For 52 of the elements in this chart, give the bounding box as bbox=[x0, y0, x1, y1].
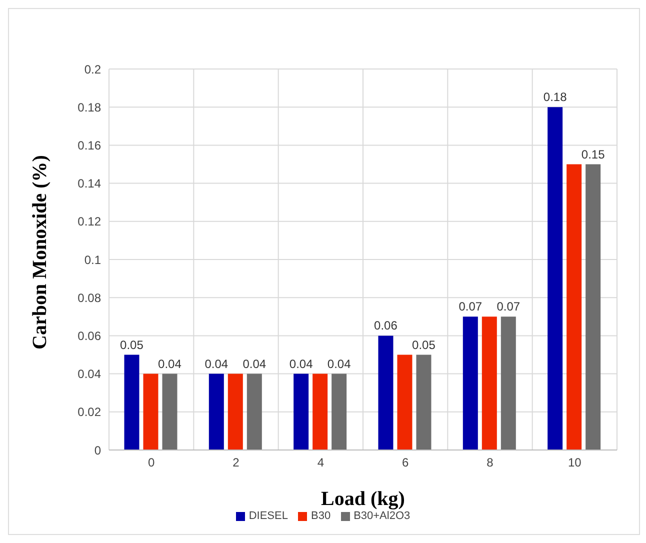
bar bbox=[462, 316, 478, 450]
data-label: 0.07 bbox=[496, 300, 520, 314]
data-label: 0.18 bbox=[543, 90, 568, 104]
x-tick-label: 0 bbox=[148, 456, 155, 470]
bar bbox=[500, 316, 516, 450]
data-label: 0.04 bbox=[327, 356, 352, 371]
x-tick-label: 4 bbox=[317, 456, 324, 470]
bar bbox=[586, 164, 601, 450]
bar bbox=[397, 354, 412, 450]
y-tick-label: 0.18 bbox=[78, 100, 102, 114]
y-axis-title: Carbon Monoxide (%) bbox=[29, 155, 52, 350]
y-tick-label: 0.1 bbox=[84, 252, 102, 267]
y-tick-label: 0.12 bbox=[78, 214, 102, 229]
data-label: 0.04 bbox=[289, 356, 314, 371]
bar bbox=[228, 374, 243, 450]
legend-label: B30 bbox=[310, 510, 331, 522]
y-tick-label: 0.2 bbox=[84, 62, 102, 76]
data-label: 0.04 bbox=[204, 356, 228, 371]
data-label: 0.07 bbox=[458, 300, 482, 314]
data-label: 0.05 bbox=[412, 338, 436, 352]
x-tick-label: 2 bbox=[232, 456, 240, 470]
y-tick-label: 0.06 bbox=[78, 328, 102, 343]
y-tick-label: 0.16 bbox=[78, 138, 102, 152]
bar bbox=[208, 374, 224, 450]
data-label: 0.04 bbox=[158, 356, 182, 371]
bar bbox=[312, 374, 328, 450]
bar bbox=[566, 164, 582, 450]
data-label: 0.05 bbox=[120, 338, 144, 352]
data-label: 0.15 bbox=[581, 147, 606, 162]
y-tick-label: 0.02 bbox=[78, 405, 102, 420]
bar bbox=[294, 374, 309, 450]
x-tick-label: 8 bbox=[486, 456, 494, 470]
bar bbox=[143, 374, 158, 450]
data-label: 0.06 bbox=[374, 318, 398, 333]
bar bbox=[378, 336, 394, 450]
x-axis-title: Load (kg) bbox=[321, 488, 405, 510]
bar bbox=[162, 374, 178, 450]
bar bbox=[416, 354, 432, 450]
bar bbox=[246, 374, 262, 450]
legend-label: B30+Al2O3 bbox=[354, 510, 410, 522]
x-tick-label: 10 bbox=[568, 456, 582, 470]
x-tick-label: 6 bbox=[402, 456, 409, 470]
y-tick-label: 0.14 bbox=[78, 176, 102, 191]
legend-label: DIESEL bbox=[248, 510, 288, 522]
y-tick-label: 0.08 bbox=[78, 290, 102, 305]
data-label: 0.04 bbox=[242, 356, 266, 371]
y-tick-label: 0.04 bbox=[78, 367, 102, 382]
y-tick-label: 0 bbox=[94, 443, 102, 458]
bar bbox=[332, 374, 347, 450]
bar bbox=[482, 316, 497, 450]
bar bbox=[548, 107, 563, 450]
bar bbox=[124, 354, 140, 450]
